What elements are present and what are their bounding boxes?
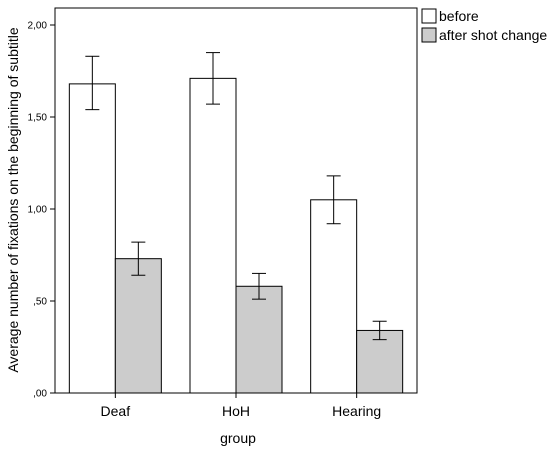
x-tick-label: Hearing: [332, 403, 381, 419]
bar-after-shot-change: [235, 285, 283, 394]
error-bar: [131, 241, 146, 276]
bar-before: [189, 77, 237, 394]
bar-after-shot-change: [114, 258, 162, 394]
legend-swatch: [421, 27, 437, 43]
x-axis: Deaf HoH Hearing: [101, 393, 381, 419]
error-bar: [252, 272, 266, 300]
legend: before after shot change: [421, 8, 547, 43]
error-bar: [85, 55, 100, 111]
x-tick-label: Deaf: [101, 403, 131, 419]
legend-swatch: [421, 8, 437, 24]
y-tick-label: ,50: [33, 297, 47, 308]
bar-before: [310, 199, 358, 394]
x-axis-title: group: [220, 430, 256, 446]
bar-after-shot-change: [356, 329, 404, 394]
error-bars: [85, 52, 387, 341]
legend-label: after shot change: [439, 27, 547, 43]
bars: [68, 77, 404, 394]
plot-area: ,00 ,50 1,00 1,50 2,00 Deaf HoH Hearing: [28, 7, 418, 419]
error-bar: [206, 52, 220, 105]
x-tick-label: HoH: [222, 403, 250, 419]
y-axis: ,00 ,50 1,00 1,50 2,00: [28, 21, 55, 400]
legend-label: before: [439, 8, 479, 24]
y-tick-label: ,00: [33, 389, 47, 400]
y-tick-label: 1,00: [28, 205, 48, 216]
y-tick-label: 1,50: [28, 113, 48, 124]
bar-before: [68, 83, 116, 394]
error-bar: [326, 175, 341, 225]
y-tick-label: 2,00: [28, 21, 48, 32]
y-axis-title: Average number of fixations on the begin…: [5, 27, 21, 373]
error-bar: [372, 320, 387, 341]
